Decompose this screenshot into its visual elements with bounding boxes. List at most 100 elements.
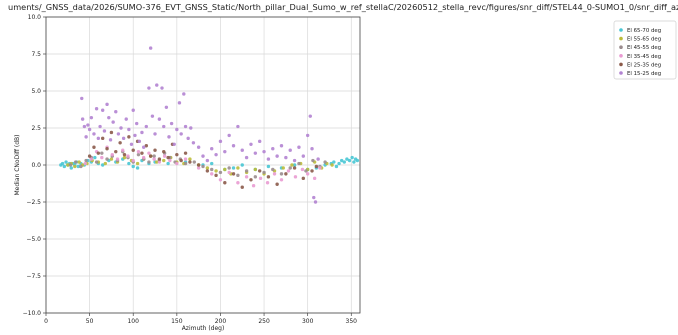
data-point (166, 155, 170, 160)
data-point (84, 135, 88, 139)
legend-label: El 25-35 deg (627, 62, 661, 68)
data-point (153, 132, 157, 136)
data-point (188, 160, 192, 164)
data-point (312, 195, 316, 200)
data-point (114, 110, 118, 114)
legend-label: El 65-70 deg (627, 28, 661, 34)
data-point (342, 160, 346, 164)
data-point (316, 157, 320, 161)
data-point (223, 167, 227, 172)
data-point (286, 169, 291, 173)
data-point (144, 124, 149, 129)
data-point (304, 169, 308, 173)
y-tick-label: 7.5 (31, 51, 41, 58)
data-point (150, 114, 155, 118)
data-point (62, 164, 67, 169)
data-point (275, 182, 279, 186)
data-point (183, 151, 188, 155)
data-point (347, 158, 352, 163)
data-point (205, 158, 210, 163)
data-point (189, 126, 193, 130)
data-point (253, 175, 258, 179)
data-point (68, 163, 73, 167)
data-point (236, 181, 240, 185)
data-point (223, 181, 227, 185)
data-point (175, 161, 179, 166)
series-3 (68, 149, 327, 179)
data-point (292, 158, 297, 163)
data-point (231, 172, 236, 176)
x-tick-label: 300 (302, 318, 314, 325)
data-point (313, 200, 318, 204)
data-point (355, 158, 360, 163)
data-point (105, 102, 109, 107)
data-point (155, 83, 159, 87)
data-point (196, 166, 201, 170)
data-point (86, 123, 90, 127)
data-point (210, 167, 214, 172)
data-point (339, 158, 344, 163)
data-point (147, 151, 151, 155)
data-point (223, 149, 227, 154)
data-point (312, 176, 317, 181)
data-point (69, 166, 73, 170)
y-tick-label: −2.5 (26, 199, 41, 206)
data-point (201, 164, 205, 169)
data-point (167, 135, 171, 139)
data-point (257, 139, 262, 144)
data-point (292, 163, 297, 167)
x-tick-label: 200 (215, 318, 227, 325)
data-point (275, 154, 279, 158)
data-point (137, 139, 142, 144)
data-point (140, 130, 144, 135)
data-point (114, 149, 118, 154)
data-point (89, 157, 94, 161)
data-point (240, 185, 244, 189)
data-point (147, 160, 151, 164)
data-point (205, 169, 210, 173)
data-point (135, 166, 140, 170)
data-point (73, 160, 78, 164)
legend-marker (619, 45, 623, 49)
data-point (236, 124, 240, 129)
data-point (164, 105, 169, 109)
data-point (253, 151, 258, 155)
x-tick-label: 350 (346, 318, 358, 325)
data-point (271, 167, 275, 172)
data-point (108, 138, 113, 142)
data-point (210, 172, 214, 176)
data-point (300, 167, 305, 172)
data-point (227, 166, 231, 170)
data-point (301, 176, 306, 181)
data-point (79, 164, 83, 169)
data-point (60, 161, 65, 166)
y-tick-label: −7.5 (26, 273, 41, 280)
data-point (93, 155, 97, 160)
data-point (153, 148, 157, 152)
data-point (131, 148, 135, 152)
data-point (87, 154, 92, 158)
data-point (210, 147, 214, 151)
data-point (188, 157, 192, 161)
data-point (162, 149, 166, 154)
data-point (121, 136, 126, 141)
data-point (196, 163, 201, 167)
data-point (350, 155, 354, 160)
data-point (141, 145, 146, 149)
data-point (116, 132, 121, 136)
data-point (218, 139, 223, 144)
x-tick-label: 250 (258, 318, 270, 325)
data-point (279, 178, 284, 182)
data-point (80, 117, 85, 121)
data-point (191, 141, 196, 145)
data-point (201, 154, 205, 158)
plot-frame (45, 16, 361, 314)
data-point (214, 152, 218, 157)
y-axis-label: Median CNoDiff (dB) (14, 134, 21, 195)
data-point (157, 117, 162, 121)
data-point (115, 157, 120, 161)
legend-label: El 45-55 deg (627, 45, 661, 51)
data-point (155, 160, 159, 164)
data-point (281, 166, 285, 170)
data-point (314, 164, 319, 169)
